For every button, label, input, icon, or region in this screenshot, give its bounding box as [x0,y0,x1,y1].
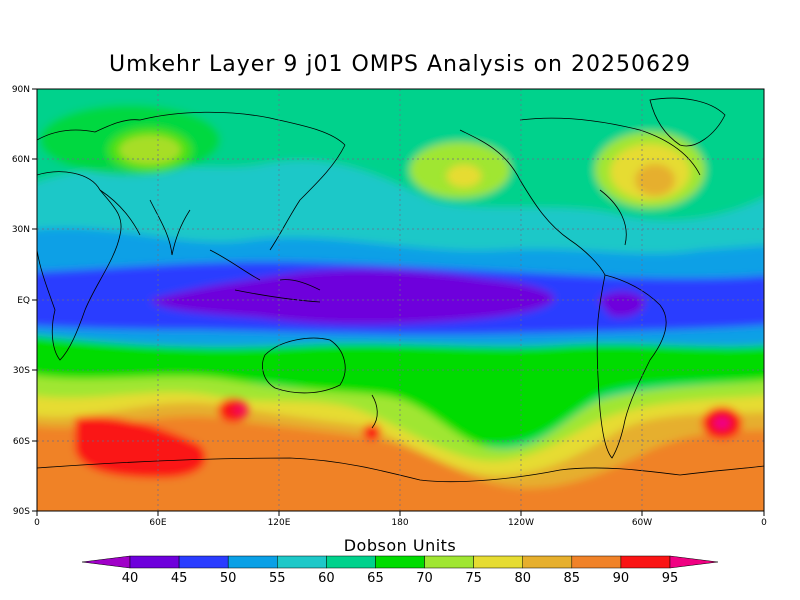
coastlines [37,97,764,483]
colorbar-swatch [227,555,278,569]
grid-lines [37,89,764,511]
colorbar-tick-label: 50 [220,571,237,586]
colorbar-swatch [522,555,573,569]
colorbar-tick-label: 70 [416,571,433,586]
colorbar-swatch [178,555,229,569]
colorbar-swatch [277,555,327,569]
y-tick-label: 90N [12,85,30,95]
x-tick-label: 60W [632,518,652,528]
x-tick-label: 120W [508,518,534,528]
plot-title: Umkehr Layer 9 j01 OMPS Analysis on 2025… [109,52,691,77]
colorbar-swatch [81,555,131,569]
y-tick-label: 60N [12,155,30,165]
colorbar-swatch [424,555,474,569]
colorbar-tick-label: 75 [465,571,482,586]
y-tick-label: 30N [12,225,30,235]
colorbar-swatch [326,555,376,569]
colorbar-tick-label: 55 [269,571,286,586]
colorbar-swatch [129,555,180,569]
x-tick-label: 0 [761,518,767,528]
colorbar-swatch [669,555,719,569]
y-tick-label: 30S [13,366,30,376]
colorbar-tick-label: 85 [564,571,581,586]
colorbar-tick-label: 80 [514,571,531,586]
x-tick-label: 60E [149,518,166,528]
colorbar-tick-label: 65 [367,571,384,586]
colorbar-tick-label: 45 [171,571,188,586]
y-tick-label: 90S [13,507,30,517]
x-tick-label: 120E [268,518,291,528]
colorbar-swatch [473,555,523,569]
colorbar: 40 45 50 55 60 65 70 75 80 85 90 95 [81,555,719,586]
y-tick-label: EQ [17,296,30,306]
colorbar-tick-label: 90 [613,571,630,586]
x-tick-label: 0 [34,518,40,528]
colorbar-swatch [620,555,671,569]
y-axis: 90N 60N 30N EQ 30S 60S 90S [12,85,37,517]
x-axis: 0 60E 120E 180 120W 60W 0 [34,511,767,528]
filled-contours [37,89,764,511]
colorbar-tick-label: 60 [318,571,335,586]
colorbar-tick-label: 95 [662,571,679,586]
colorbar-swatch [375,555,425,569]
x-tick-label: 180 [391,518,408,528]
y-tick-label: 60S [13,437,30,447]
colorbar-label: Dobson Units [343,536,457,555]
colorbar-tick-label: 40 [122,571,139,586]
colorbar-swatch [571,555,622,569]
